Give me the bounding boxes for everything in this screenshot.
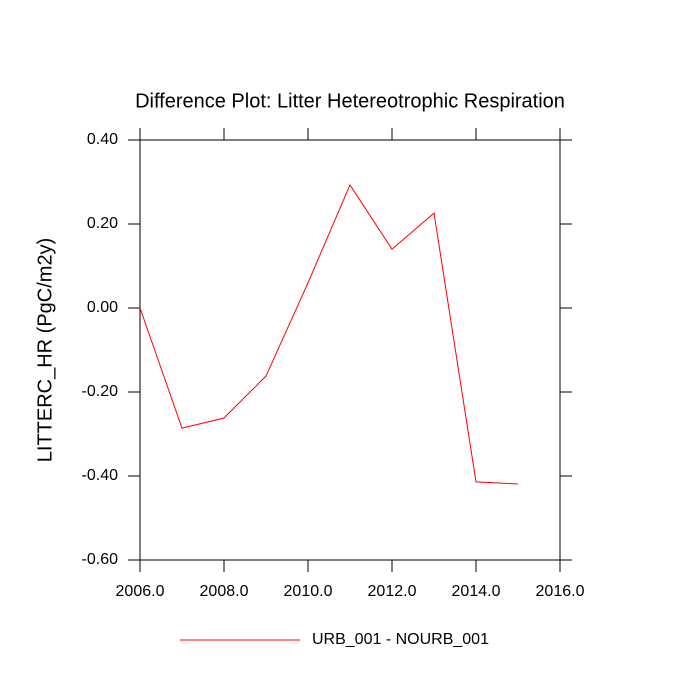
y-tick-label: -0.20 [82, 383, 119, 400]
plot-frame [139, 139, 561, 561]
x-tick-label: 2014.0 [452, 583, 501, 600]
y-tick-label: 0.40 [87, 131, 118, 148]
y-tick-label: 0.20 [87, 215, 118, 232]
y-tick-label: -0.40 [82, 467, 119, 484]
x-tick-label: 2008.0 [200, 583, 249, 600]
x-tick-label: 2006.0 [116, 583, 165, 600]
chart-title: Difference Plot: Litter Hetereotrophic R… [135, 90, 565, 112]
y-axis-label: LITTERC_HR (PgC/m2y) [34, 238, 56, 462]
y-tick-label: 0.00 [87, 299, 118, 316]
legend-label: URB_001 - NOURB_001 [312, 631, 489, 648]
x-tick-label: 2012.0 [368, 583, 417, 600]
x-tick-label: 2010.0 [284, 583, 333, 600]
x-tick-label: 2016.0 [536, 583, 585, 600]
data-line [139, 183, 519, 485]
y-tick-label: -0.60 [82, 551, 119, 568]
